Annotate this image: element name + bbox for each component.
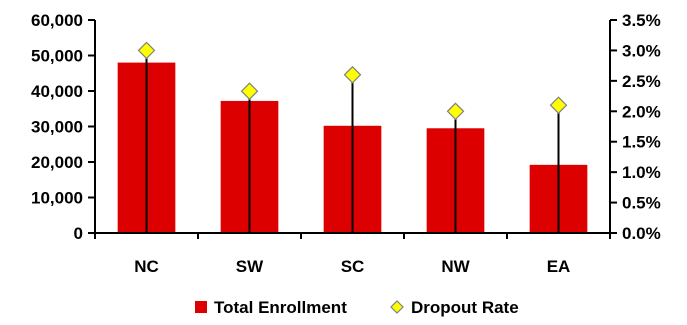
x-tick-label: SC bbox=[341, 257, 365, 276]
legend-swatch-total-enrollment bbox=[195, 301, 207, 313]
y-right-tick-label: 2.5% bbox=[622, 72, 661, 91]
marker-sw bbox=[240, 82, 259, 101]
y-right-tick-label: 0.5% bbox=[622, 194, 661, 213]
y-right-tick-label: 2.0% bbox=[622, 102, 661, 121]
y-left-tick-label: 0 bbox=[74, 224, 83, 243]
x-tick-label: SW bbox=[236, 257, 264, 276]
legend-label-total-enrollment: Total Enrollment bbox=[214, 298, 347, 317]
x-tick-label: NW bbox=[441, 257, 470, 276]
marker-ea bbox=[549, 96, 568, 115]
y-right-tick-label: 3.5% bbox=[622, 11, 661, 30]
y-right-tick-label: 1.0% bbox=[622, 163, 661, 182]
legend-label-dropout-rate: Dropout Rate bbox=[411, 298, 519, 317]
x-tick-label: EA bbox=[547, 257, 571, 276]
y-right-tick-label: 3.0% bbox=[622, 41, 661, 60]
y-left-tick-label: 40,000 bbox=[31, 82, 83, 101]
y-left-tick-label: 10,000 bbox=[31, 189, 83, 208]
y-left-tick-label: 20,000 bbox=[31, 153, 83, 172]
y-left-tick-label: 30,000 bbox=[31, 118, 83, 137]
marker-sc bbox=[343, 65, 362, 84]
y-left-tick-label: 50,000 bbox=[31, 47, 83, 66]
y-left-tick-label: 60,000 bbox=[31, 11, 83, 30]
legend-swatch-dropout-rate bbox=[390, 300, 404, 314]
y-right-tick-label: 1.5% bbox=[622, 133, 661, 152]
marker-nw bbox=[446, 102, 465, 121]
x-tick-label: NC bbox=[134, 257, 159, 276]
y-right-tick-label: 0.0% bbox=[622, 224, 661, 243]
marker-nc bbox=[137, 41, 156, 60]
